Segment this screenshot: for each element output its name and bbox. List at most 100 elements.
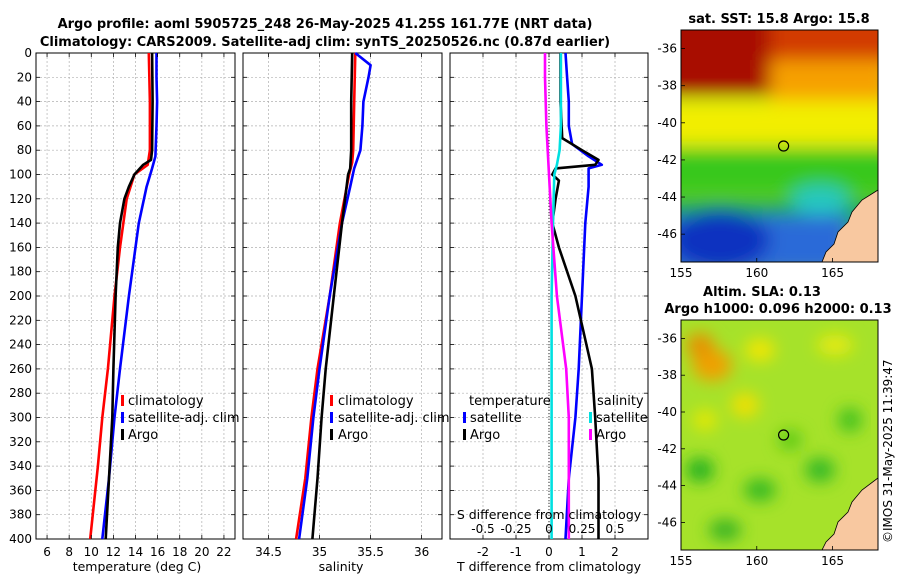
top-tick-label: -0.25	[500, 522, 531, 536]
legend-swatch-t-argo	[463, 429, 466, 440]
legend-label-argo: Argo	[338, 428, 368, 443]
salinity-legend: climatology satellite-adj. clim Argo	[330, 394, 450, 443]
temperature-xlabel: temperature (deg C)	[73, 559, 202, 574]
top-tick-label: 0.5	[605, 522, 624, 536]
sst-field	[681, 30, 878, 262]
legend-label-climatology: climatology	[128, 394, 204, 409]
x-tick-label: -1	[510, 545, 522, 559]
sla-map	[681, 320, 878, 550]
sst-yellow-band	[681, 100, 878, 145]
sla-low-6	[778, 430, 802, 450]
legend-label-satellite-adj: satellite-adj. clim	[338, 411, 450, 426]
chart-title-line1: Argo profile: aoml 5905725_248 26-May-20…	[58, 17, 593, 32]
y-tick-label: 200	[9, 289, 32, 303]
sst-cold-patch	[681, 210, 770, 262]
sla-high-3	[745, 339, 775, 361]
legend-label-s-satellite: satellite	[596, 411, 648, 426]
sla-low-4	[838, 408, 862, 432]
map-y-tick-label: -40	[657, 116, 677, 130]
y-tick-label: 280	[9, 386, 32, 400]
legend-swatch-s-satellite	[589, 412, 592, 423]
y-tick-label: 400	[9, 532, 32, 546]
x-tick-label: 6	[43, 545, 51, 559]
legend-swatch-satellite-adj	[121, 412, 124, 423]
sst-green-band	[681, 150, 878, 195]
y-tick-label: 220	[9, 313, 32, 327]
y-tick-label: 240	[9, 338, 32, 352]
sla-high-1	[692, 349, 732, 381]
sst-cyan-patch	[790, 185, 850, 215]
series-line-satellite-adj-clim	[297, 51, 372, 540]
map-x-tick-label: 160	[745, 266, 768, 280]
legend-title-salinity: salinity	[597, 394, 644, 409]
legend-swatch-climatology	[121, 395, 124, 406]
x-tick-label: 20	[194, 545, 209, 559]
y-tick-label: 140	[9, 216, 32, 230]
map-x-tick-label: 155	[670, 266, 693, 280]
legend-label-t-argo: Argo	[470, 428, 500, 443]
sla-map-title-line1: Altim. SLA: 0.13	[703, 285, 821, 300]
map-x-tick-label: 160	[745, 554, 768, 568]
sst-map-ticks: 155 160 165 -36 -38 -40 -42 -44 -46	[657, 42, 844, 280]
sla-low-3	[805, 458, 835, 482]
sst-map-frame	[680, 29, 879, 263]
y-tick-label: 300	[9, 411, 32, 425]
x-tick-label: 14	[128, 545, 143, 559]
sst-map	[681, 30, 878, 262]
y-tick-label: 160	[9, 240, 32, 254]
legend-label-t-satellite: satellite	[470, 411, 522, 426]
x-tick-label: 0	[545, 545, 553, 559]
sla-high-6	[817, 335, 853, 355]
x-tick-label: 35.5	[357, 545, 384, 559]
y-tick-label: 100	[9, 168, 32, 182]
sla-coastline	[821, 477, 878, 550]
x-tick-label: 34.5	[255, 545, 282, 559]
sst-map-title: sat. SST: 15.8 Argo: 15.8	[688, 12, 869, 27]
series-line-temperature-argo	[550, 53, 600, 539]
x-tick-label: 12	[106, 545, 121, 559]
sla-high-4	[731, 393, 759, 417]
difference-top-xlabel: S difference from climatology	[457, 507, 642, 522]
map-y-tick-label: -40	[657, 405, 677, 419]
y-tick-label: 260	[9, 362, 32, 376]
legend-title-temperature: temperature	[469, 394, 551, 409]
series-line-temperature-satellite	[564, 52, 604, 540]
x-tick-label: 36	[414, 545, 429, 559]
x-tick-label: 35	[312, 545, 327, 559]
y-tick-label: 340	[9, 459, 32, 473]
top-tick-label: 0	[545, 522, 553, 536]
x-tick-label: 16	[150, 545, 165, 559]
x-tick-label: -2	[477, 545, 489, 559]
map-y-tick-label: -38	[657, 368, 677, 382]
salinity-xlabel: salinity	[319, 559, 364, 574]
legend-swatch-climatology	[330, 395, 333, 406]
y-tick-label: 60	[17, 119, 32, 133]
map-y-tick-label: -46	[657, 227, 677, 241]
data-layer	[88, 51, 604, 540]
y-tick-label: 360	[9, 483, 32, 497]
y-tick-label: 180	[9, 265, 32, 279]
y-tick-label: 320	[9, 435, 32, 449]
map-y-tick-label: -38	[657, 79, 677, 93]
series-line-argo	[104, 52, 154, 540]
x-tick-label: 2	[611, 545, 619, 559]
legend-swatch-t-satellite	[463, 412, 466, 423]
map-y-tick-label: -42	[657, 442, 677, 456]
legend-swatch-s-argo	[589, 429, 592, 440]
sla-high-2	[686, 333, 714, 357]
y-tick-label: 40	[17, 95, 32, 109]
top-tick-label: -0.5	[471, 522, 494, 536]
sla-low-5	[709, 520, 741, 540]
map-y-tick-label: -44	[657, 479, 677, 493]
legend-swatch-satellite-adj	[330, 412, 333, 423]
series-line-climatology	[294, 52, 357, 540]
map-y-tick-label: -46	[657, 515, 677, 529]
map-x-tick-label: 165	[821, 266, 844, 280]
legend-swatch-argo	[330, 429, 333, 440]
x-tick-label: 10	[84, 545, 99, 559]
x-tick-label: 8	[65, 545, 73, 559]
imos-credit: ©IMOS 31-May-2025 11:39:47	[881, 359, 895, 543]
map-y-tick-label: -42	[657, 153, 677, 167]
grid-layer	[36, 53, 648, 539]
